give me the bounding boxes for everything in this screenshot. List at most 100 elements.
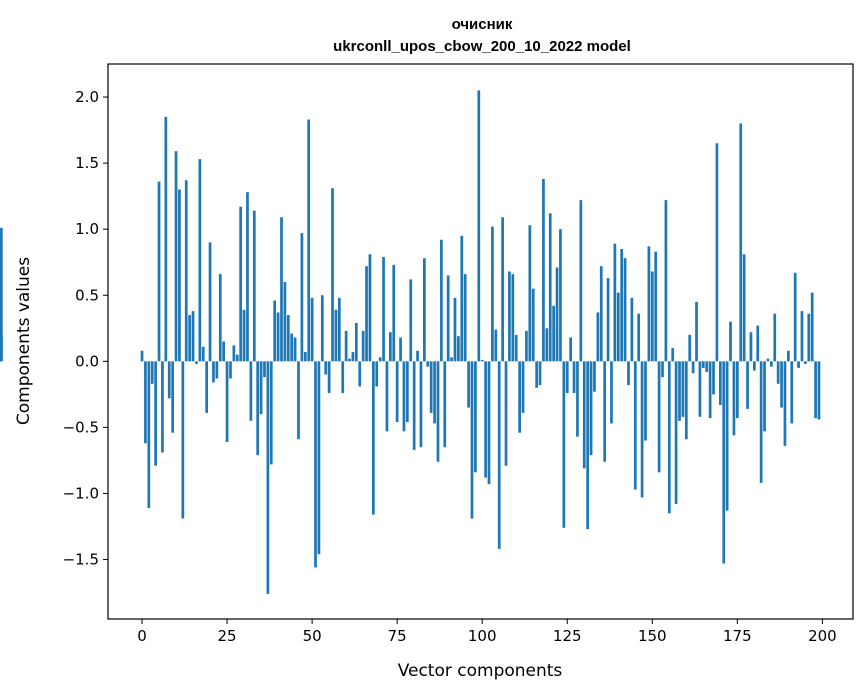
bar — [303, 352, 307, 362]
bar — [290, 333, 294, 362]
bar — [783, 361, 787, 446]
bar — [181, 361, 185, 519]
bar — [283, 282, 287, 362]
bar — [161, 361, 164, 453]
bar — [773, 313, 777, 362]
bar — [589, 361, 593, 456]
y-axis-label: Components values — [14, 257, 34, 425]
bar — [167, 361, 171, 399]
bar — [450, 357, 453, 362]
bar — [735, 361, 739, 419]
bar — [593, 361, 596, 392]
bar — [378, 357, 382, 362]
bar — [582, 361, 586, 469]
bar — [501, 217, 504, 362]
bar — [320, 295, 324, 362]
bar — [178, 189, 181, 362]
bar — [222, 341, 226, 362]
bar — [545, 328, 549, 362]
bar — [759, 361, 763, 483]
bar — [569, 337, 573, 362]
y-tick-label: −1.0 — [63, 484, 99, 502]
bar — [307, 119, 311, 362]
bar — [722, 361, 726, 564]
x-tick-label: 200 — [808, 627, 837, 645]
x-tick-label: 0 — [137, 627, 147, 645]
bar — [433, 361, 436, 424]
bar — [164, 116, 168, 362]
bar — [817, 361, 821, 420]
bar — [667, 361, 671, 514]
x-tick-label: 25 — [218, 627, 237, 645]
bar — [429, 361, 433, 413]
bar — [252, 210, 256, 362]
bar — [661, 361, 664, 378]
bar — [752, 361, 756, 371]
x-axis-label: Vector components — [398, 661, 563, 681]
bar — [368, 254, 372, 362]
bar — [480, 360, 484, 362]
bar — [474, 361, 477, 473]
bar — [603, 361, 607, 462]
bar — [229, 361, 232, 379]
bar — [756, 325, 760, 362]
bar — [729, 321, 732, 362]
bar — [494, 329, 498, 362]
bar — [324, 361, 328, 375]
bar — [0, 227, 3, 362]
bar — [487, 361, 491, 485]
bar — [191, 311, 195, 362]
bar — [232, 345, 236, 362]
bar — [596, 312, 600, 362]
bar — [504, 361, 508, 466]
bar — [644, 361, 647, 441]
bar — [742, 254, 746, 362]
bar — [725, 361, 729, 511]
bar — [712, 361, 715, 395]
bar — [249, 361, 253, 421]
bar — [276, 312, 280, 362]
bar — [419, 361, 423, 448]
bar — [572, 361, 576, 394]
bar — [497, 361, 501, 549]
bar — [443, 361, 447, 448]
bar — [627, 361, 630, 386]
bar — [477, 90, 481, 362]
bar — [280, 217, 283, 362]
y-tick-label: 1.5 — [75, 154, 99, 172]
bar — [184, 180, 188, 362]
bar — [606, 278, 610, 362]
bar — [174, 151, 178, 362]
bar — [814, 361, 817, 419]
y-tick-label: 0.0 — [75, 352, 99, 370]
bar — [698, 361, 702, 417]
bar — [239, 206, 243, 362]
bar — [650, 271, 654, 362]
bar — [552, 305, 555, 362]
bar — [423, 258, 426, 362]
bar — [613, 243, 617, 362]
bar — [776, 361, 780, 384]
bar — [654, 251, 658, 362]
bar — [195, 361, 198, 364]
bar — [171, 361, 174, 433]
bar — [718, 361, 722, 405]
x-tick-label: 150 — [638, 627, 667, 645]
y-tick-label: 1.0 — [75, 220, 99, 238]
bar — [616, 292, 620, 362]
bar — [708, 361, 712, 419]
bar — [623, 258, 627, 362]
bar — [576, 361, 579, 437]
bar — [0, 334, 3, 362]
y-tick-label: −0.5 — [63, 418, 99, 436]
bar — [144, 361, 147, 444]
bar — [348, 358, 351, 362]
bars-group — [0, 90, 821, 594]
bar — [715, 143, 719, 362]
bar — [436, 361, 440, 462]
bar — [453, 297, 457, 362]
bar — [395, 361, 399, 423]
bar — [375, 361, 379, 387]
bar — [559, 229, 562, 362]
bar — [235, 354, 239, 362]
